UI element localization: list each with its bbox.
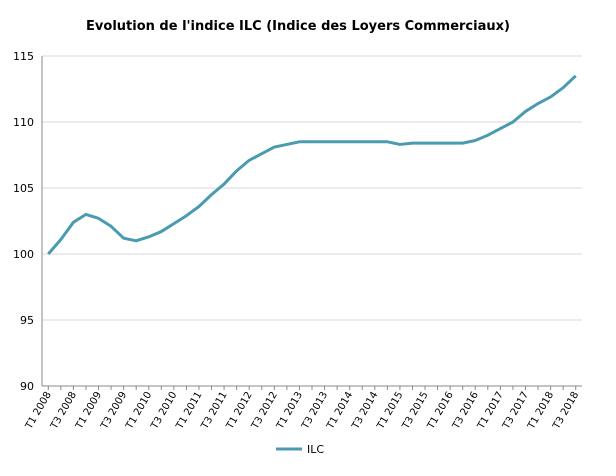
y-tick-label: 110	[13, 116, 34, 129]
y-tick-label: 115	[13, 50, 34, 63]
y-tick-label: 95	[20, 314, 34, 327]
chart-title: Evolution de l'indice ILC (Indice des Lo…	[86, 19, 510, 34]
y-tick-label: 100	[13, 248, 34, 261]
data-line	[47, 74, 577, 255]
y-tick-label: 90	[20, 380, 34, 393]
y-tick-label: 105	[13, 182, 34, 195]
legend-label: ILC	[307, 443, 324, 456]
